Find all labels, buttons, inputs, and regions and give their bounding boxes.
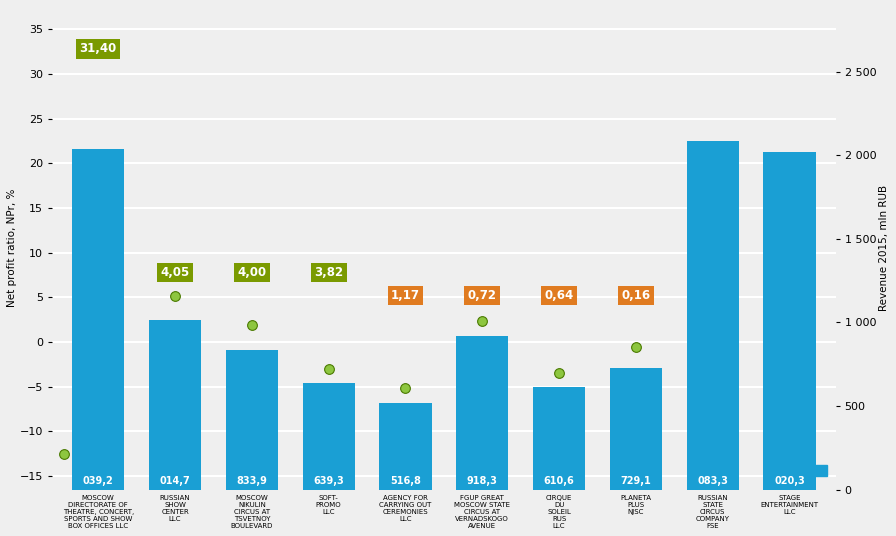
Text: -9,57: -9,57 <box>772 382 806 395</box>
Text: 516,8: 516,8 <box>390 476 421 486</box>
Text: -3,62: -3,62 <box>695 345 729 358</box>
Text: 0,64: 0,64 <box>545 289 573 302</box>
Bar <box>533 388 585 489</box>
Text: 31,40: 31,40 <box>80 42 116 55</box>
Text: 014,7: 014,7 <box>159 476 191 486</box>
Text: 610,6: 610,6 <box>544 476 574 486</box>
Text: 083,3: 083,3 <box>697 476 728 486</box>
Bar <box>686 142 739 489</box>
Text: 3,82: 3,82 <box>314 266 343 279</box>
Text: 020,3: 020,3 <box>774 476 805 486</box>
Bar <box>456 336 508 489</box>
Bar <box>763 152 815 489</box>
Text: 639,3: 639,3 <box>314 476 344 486</box>
Text: 4,05: 4,05 <box>160 266 190 279</box>
Text: 039,2: 039,2 <box>82 476 114 486</box>
Text: 729,1: 729,1 <box>621 476 651 486</box>
Text: 0,16: 0,16 <box>621 289 650 302</box>
Y-axis label: Revenue 2015, mln RUB: Revenue 2015, mln RUB <box>879 185 889 311</box>
Bar <box>72 149 125 489</box>
Y-axis label: Net profit ratio, NPr, %: Net profit ratio, NPr, % <box>7 189 17 308</box>
Text: 918,3: 918,3 <box>467 476 497 486</box>
Text: 833,9: 833,9 <box>237 476 267 486</box>
Text: 0,72: 0,72 <box>468 289 496 302</box>
Text: 1,17: 1,17 <box>391 289 420 302</box>
Bar <box>303 383 355 489</box>
Bar <box>149 320 201 489</box>
Legend:  <box>812 461 839 480</box>
Text: 4,00: 4,00 <box>237 266 266 279</box>
Bar <box>226 350 278 489</box>
Bar <box>610 368 662 489</box>
Bar <box>379 403 432 489</box>
